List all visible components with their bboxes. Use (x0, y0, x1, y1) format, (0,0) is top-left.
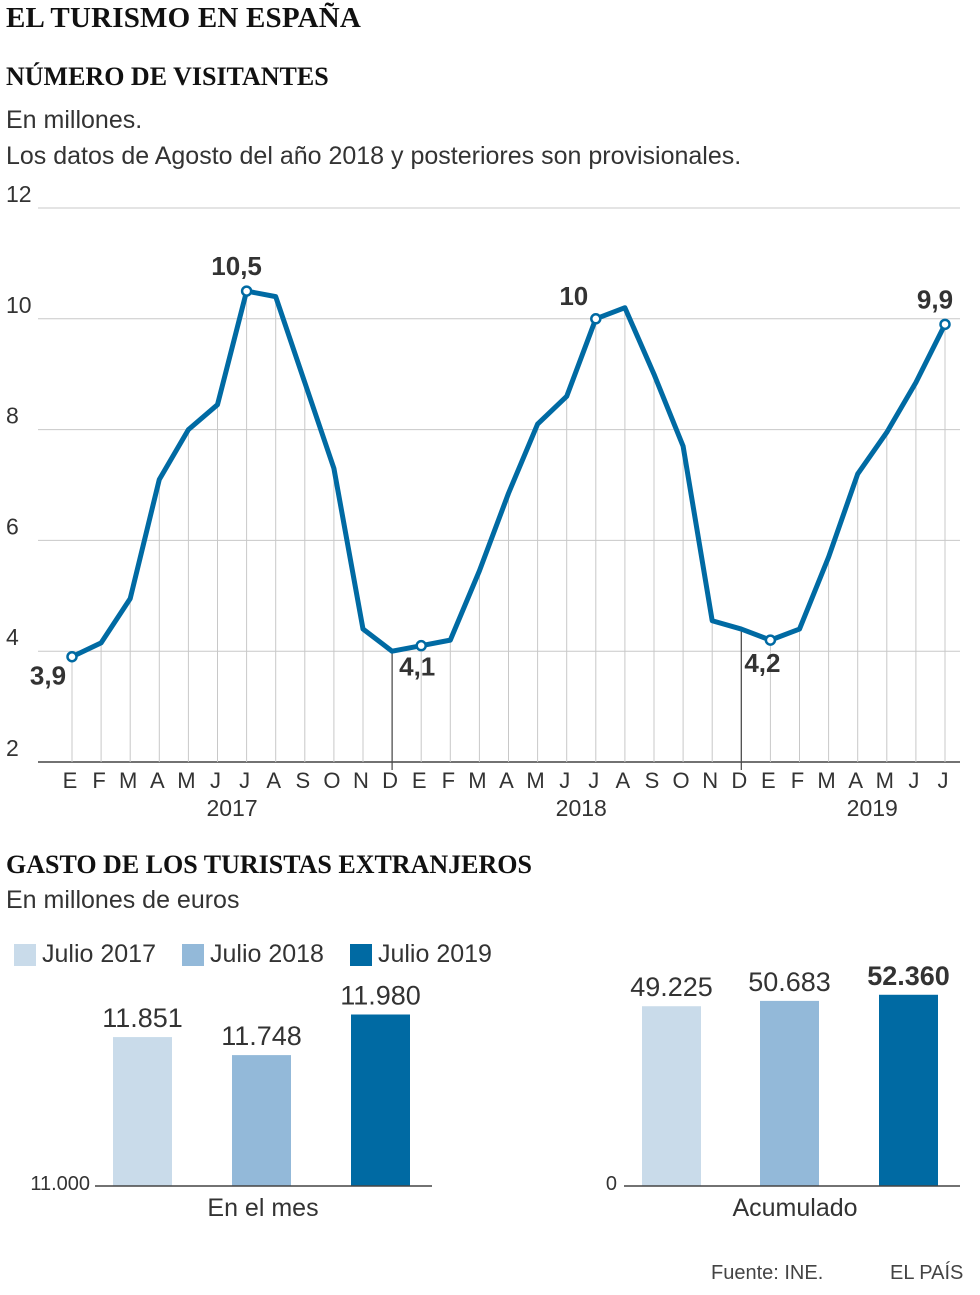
x-tick-label: M (468, 768, 486, 793)
x-tick-label: D (382, 768, 398, 793)
baseline-label: 11.000 (30, 1173, 90, 1195)
data-label: 3,9 (30, 661, 66, 691)
x-tick-label: M (817, 768, 835, 793)
bar-value-label: 49.225 (630, 972, 713, 1002)
legend-label: Julio 2017 (42, 940, 156, 968)
x-tick-label: J (239, 768, 250, 793)
legend-item-2017: Julio 2017 (14, 940, 156, 969)
x-tick-label: A (499, 768, 514, 793)
x-tick-label: J (210, 768, 221, 793)
year-label: 2019 (847, 795, 898, 821)
line-chart-note: Los datos de Agosto del año 2018 y poste… (6, 142, 742, 170)
x-tick-label: A (848, 768, 863, 793)
data-label: 4,1 (399, 652, 435, 682)
x-tick-label: S (295, 768, 310, 793)
x-tick-label: E (761, 768, 776, 793)
source-text: Fuente: INE. (711, 1262, 824, 1284)
y-tick-label: 2 (6, 735, 19, 761)
x-tick-label: J (908, 768, 919, 793)
bar-chart-subtitle: En millones de euros (6, 886, 240, 914)
x-tick-label: O (673, 768, 690, 793)
bar-value-label: 11.748 (221, 1021, 302, 1051)
page-title: EL TURISMO EN ESPAÑA (6, 2, 362, 34)
legend-label: Julio 2018 (209, 940, 324, 968)
x-tick-label: E (412, 768, 427, 793)
y-tick-label: 10 (6, 292, 32, 318)
x-tick-label: J (938, 768, 949, 793)
legend-swatch (181, 943, 204, 966)
x-tick-label: J (559, 768, 570, 793)
legend-item-2019: Julio 2019 (349, 940, 492, 969)
x-tick-label: J (588, 768, 599, 793)
x-tick-label: F (92, 768, 105, 793)
data-point-marker (590, 313, 602, 325)
x-tick-label: D (731, 768, 747, 793)
bar-value-label: 52.360 (867, 961, 950, 991)
data-label: 10 (559, 281, 588, 311)
x-tick-label: O (323, 768, 340, 793)
y-tick-label: 12 (6, 181, 32, 207)
bar-value-label: 50.683 (748, 967, 831, 997)
data-label: 9,9 (917, 284, 953, 314)
data-label: 4,2 (744, 648, 780, 678)
line-chart-title: NÚMERO DE VISITANTES (6, 62, 329, 91)
series-line (69, 288, 948, 660)
x-tick-label: M (177, 768, 195, 793)
y-tick-label: 8 (6, 403, 19, 429)
bar (232, 1055, 291, 1186)
data-point-marker (66, 650, 78, 663)
x-tick-label: F (791, 768, 804, 793)
data-point-marker (939, 318, 951, 331)
x-tick-label: A (150, 768, 165, 793)
bar-value-label: 11.851 (102, 1003, 183, 1033)
brand-text: EL PAÍS (890, 1262, 964, 1284)
x-tick-label: S (645, 768, 660, 793)
bar (760, 1000, 819, 1186)
x-tick-label: M (526, 768, 544, 793)
x-tick-label: F (442, 768, 455, 793)
bar-chart-title: GASTO DE LOS TURISTAS EXTRANJEROS (6, 850, 532, 879)
bar (351, 1014, 410, 1186)
group-label: Acumulado (732, 1194, 857, 1222)
bar (642, 1006, 701, 1186)
x-tick-label: M (876, 768, 894, 793)
bar-value-label: 11.980 (340, 981, 421, 1011)
x-tick-label: E (63, 768, 78, 793)
legend-item-2018: Julio 2018 (181, 940, 324, 969)
bar (113, 1037, 172, 1186)
legend-label: Julio 2019 (377, 940, 492, 968)
baseline-label: 0 (606, 1173, 617, 1195)
bar (879, 994, 938, 1186)
bar-chart: 11.851 11.748 11.980 11.000 En el mes 49.225 5… (30, 961, 960, 1222)
x-tick-label: M (119, 768, 137, 793)
y-tick-label: 6 (6, 513, 19, 539)
year-label: 2018 (556, 795, 607, 821)
year-label: 2017 (206, 795, 257, 821)
x-tick-label: A (266, 768, 281, 793)
legend-swatch (349, 943, 372, 966)
line-chart-subtitle: En millones. (6, 106, 143, 134)
data-label: 10,5 (211, 251, 262, 281)
y-tick-label: 4 (6, 624, 19, 650)
data-point-marker (764, 634, 777, 646)
x-tick-label: A (616, 768, 631, 793)
bar-legend: Julio 2017 Julio 2018 Julio 2019 (14, 940, 518, 969)
data-point-marker (415, 639, 427, 652)
x-tick-label: N (353, 768, 369, 793)
group-label: En el mes (207, 1194, 318, 1222)
data-point-marker (240, 285, 253, 297)
x-tick-label: N (702, 768, 718, 793)
legend-swatch (14, 943, 36, 966)
